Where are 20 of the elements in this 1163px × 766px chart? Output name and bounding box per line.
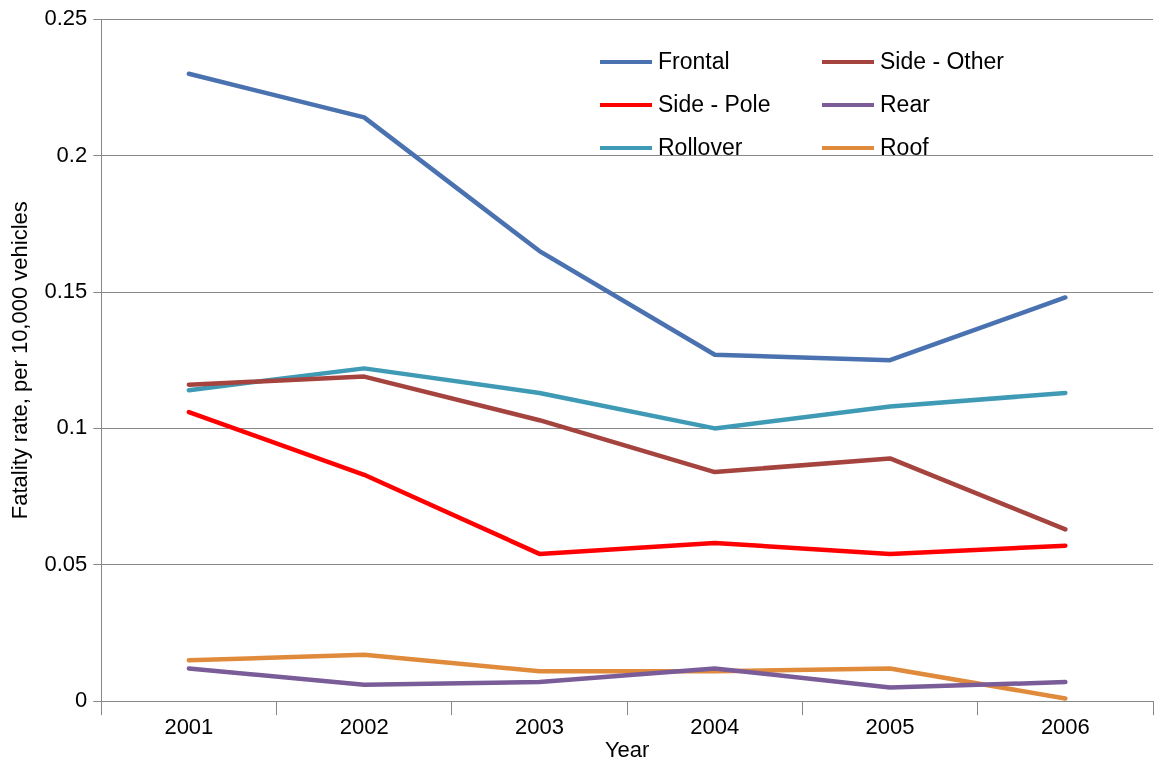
x-tick-label: 2002	[339, 714, 389, 740]
legend-label: Rollover	[658, 134, 743, 161]
legend-label: Roof	[880, 134, 929, 161]
x-tick-label: 2001	[164, 714, 214, 740]
y-tick-label: 0.2	[56, 141, 88, 167]
y-tick-label: 0.05	[44, 550, 88, 576]
x-tick-label: 2004	[690, 714, 740, 740]
x-tick-label: 2006	[1040, 714, 1090, 740]
y-tick-label: 0.25	[44, 5, 88, 31]
x-axis-title: Year	[604, 736, 650, 762]
y-tick-label: 0.1	[56, 414, 88, 440]
y-axis-title: Fatality rate, per 10,000 vehicles	[7, 201, 33, 520]
legend-label: Side - Pole	[658, 91, 771, 118]
y-tick-label: 0	[74, 687, 88, 713]
y-tick-label: 0.15	[44, 278, 88, 304]
x-tick-label: 2003	[514, 714, 564, 740]
legend-label: Rear	[880, 91, 930, 118]
legend-label: Side - Other	[880, 48, 1004, 75]
legend-label: Frontal	[658, 48, 730, 75]
x-tick-label: 2005	[865, 714, 915, 740]
